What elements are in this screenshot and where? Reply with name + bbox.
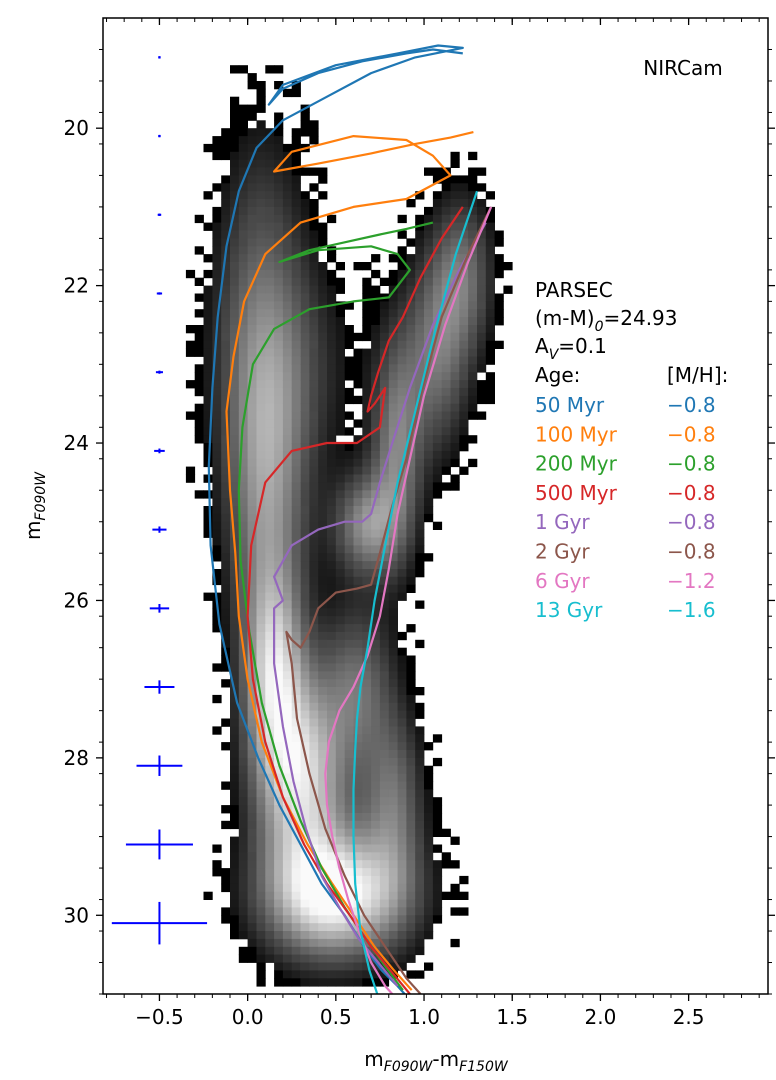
y-axis-ticks: 20 22 24 26 28 30 bbox=[64, 48, 775, 995]
legend-age-200-myr: 200 Myr bbox=[535, 452, 618, 476]
legend-mh-50-myr: −0.8 bbox=[667, 393, 716, 417]
panel-label: NIRCam bbox=[643, 56, 722, 80]
legend-mh-500-myr: −0.8 bbox=[667, 481, 716, 505]
isochrone-100-myr bbox=[225, 131, 474, 991]
legend-mh-100-myr: −0.8 bbox=[667, 422, 716, 446]
isochrone-13-gyr bbox=[352, 190, 479, 994]
legend-mh-2-gyr: −0.8 bbox=[667, 540, 716, 564]
legend-age-13-gyr: 13 Gyr bbox=[535, 598, 603, 622]
x-axis-ticks: −0.5 0.0 0.5 1.0 1.5 2.0 2.5 bbox=[106, 18, 760, 1029]
x-tick-label: 2.0 bbox=[585, 1005, 617, 1029]
isochrone-1-gyr bbox=[273, 222, 487, 987]
y-axis-label: mF090W bbox=[21, 471, 49, 540]
legend-mh-13-gyr: −1.6 bbox=[667, 598, 716, 622]
x-tick-label: 1.0 bbox=[408, 1005, 440, 1029]
x-tick-label: −0.5 bbox=[135, 1005, 184, 1029]
isochrone-curves bbox=[207, 44, 493, 994]
error-bar bbox=[158, 134, 161, 138]
error-bar bbox=[144, 680, 175, 694]
x-tick-label: 1.5 bbox=[496, 1005, 528, 1029]
isochrone-6-gyr bbox=[324, 206, 493, 994]
legend-age-header: Age: bbox=[535, 363, 580, 387]
legend-age-100-myr: 100 Myr bbox=[535, 422, 618, 446]
legend-age-6-gyr: 6 Gyr bbox=[535, 569, 590, 593]
legend-age-1-gyr: 1 Gyr bbox=[535, 510, 590, 534]
isochrone-50-myr bbox=[207, 44, 464, 994]
distance-modulus: (m-M)0=24.93 bbox=[535, 306, 678, 335]
x-axis-label: mF090W-mF150W bbox=[364, 1047, 509, 1075]
y-tick-label: 20 bbox=[64, 116, 89, 140]
model-info: PARSEC (m-M)0=24.93 AV=0.1 Age: [M/H]: bbox=[535, 278, 728, 387]
legend-age-2-gyr: 2 Gyr bbox=[535, 540, 590, 564]
error-bar bbox=[149, 603, 170, 613]
legend-age-50-myr: 50 Myr bbox=[535, 393, 605, 417]
isochrone-2-gyr bbox=[285, 206, 493, 994]
y-tick-label: 22 bbox=[64, 274, 89, 298]
y-tick-label: 24 bbox=[64, 431, 89, 455]
extinction: AV=0.1 bbox=[535, 334, 607, 363]
error-bar bbox=[156, 292, 163, 295]
legend-mh-header: [M/H]: bbox=[667, 363, 728, 387]
x-tick-label: 2.5 bbox=[673, 1005, 705, 1029]
y-tick-label: 28 bbox=[64, 746, 89, 770]
error-bar bbox=[154, 448, 165, 454]
error-bar bbox=[157, 213, 162, 216]
y-tick-label: 30 bbox=[64, 903, 89, 927]
legend-mh-200-myr: −0.8 bbox=[667, 452, 716, 476]
error-bar bbox=[158, 56, 161, 59]
star-density-heatmap bbox=[185, 65, 513, 987]
error-bar bbox=[152, 526, 167, 533]
y-tick-label: 26 bbox=[64, 588, 89, 612]
photometric-error-bars bbox=[111, 56, 208, 945]
error-bar bbox=[111, 901, 208, 945]
legend-age-500-myr: 500 Myr bbox=[535, 481, 618, 505]
error-bar bbox=[136, 755, 183, 776]
x-tick-label: 0.0 bbox=[232, 1005, 264, 1029]
legend-mh-1-gyr: −0.8 bbox=[667, 510, 716, 534]
plot-frame bbox=[102, 17, 769, 995]
legend-mh-6-gyr: −1.2 bbox=[667, 569, 716, 593]
model-name: PARSEC bbox=[535, 278, 613, 302]
x-tick-label: 0.5 bbox=[320, 1005, 352, 1029]
error-bar bbox=[125, 829, 193, 860]
legend: 50 Myr −0.8 100 Myr −0.8 200 Myr −0.8 500 Myr −… bbox=[535, 393, 716, 622]
error-bar bbox=[155, 370, 163, 374]
